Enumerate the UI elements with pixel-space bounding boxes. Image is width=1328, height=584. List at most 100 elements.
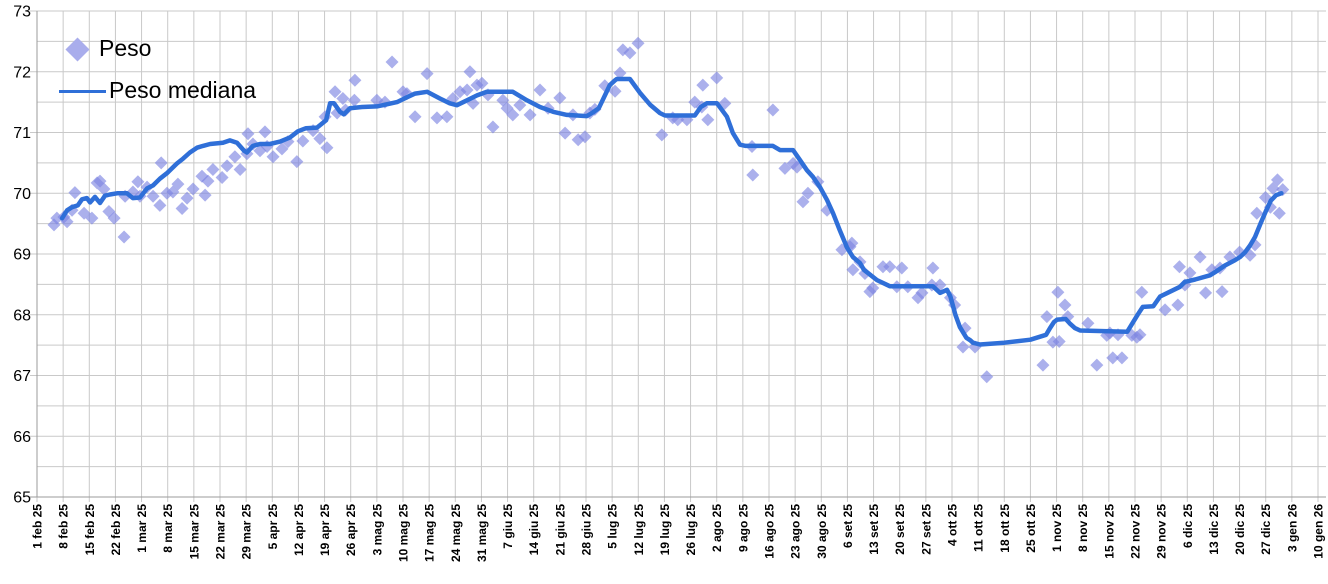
peso-data-point (460, 83, 474, 97)
peso-data-point (385, 55, 399, 69)
peso-data-point (241, 127, 255, 141)
peso-data-point (980, 370, 994, 384)
peso-data-point (846, 263, 860, 277)
peso-data-point (171, 177, 185, 191)
x-tick-label: 22 feb 25 (109, 504, 123, 556)
x-tick-label: 6 set 25 (841, 504, 855, 548)
peso-data-point (1272, 206, 1286, 220)
peso-data-point (463, 65, 477, 79)
x-tick-label: 7 giu 25 (501, 504, 515, 549)
peso-data-point (1133, 328, 1147, 342)
peso-data-point (347, 93, 361, 107)
x-tick-label: 22 nov 25 (1129, 504, 1143, 559)
peso-data-point (746, 168, 760, 182)
x-tick-label: 3 gen 26 (1285, 504, 1299, 552)
peso-data-point (1172, 260, 1186, 274)
peso-data-point (306, 124, 320, 138)
x-tick-label: 8 mar 25 (161, 504, 175, 553)
x-tick-label: 31 mag 25 (475, 504, 489, 562)
peso-data-point (558, 126, 572, 140)
x-tick-label: 10 mag 25 (397, 504, 411, 562)
peso-data-point (796, 195, 810, 209)
peso-data-point (486, 120, 500, 134)
peso-data-point (1183, 266, 1197, 280)
x-tick-label: 30 ago 25 (815, 504, 829, 559)
y-tick-label: 73 (13, 4, 31, 21)
peso-data-point (523, 108, 537, 122)
peso-data-point (348, 73, 362, 87)
peso-data-point (290, 155, 304, 169)
x-tick-label: 29 nov 25 (1155, 504, 1169, 559)
y-tick-label: 70 (13, 186, 31, 203)
peso-data-point (233, 163, 247, 177)
y-tick-label: 68 (13, 307, 31, 324)
peso-data-point (1158, 303, 1172, 317)
peso-data-point (608, 84, 622, 98)
peso-data-point (1081, 316, 1095, 330)
peso-data-point (876, 260, 890, 274)
peso-data-point (1115, 351, 1129, 365)
peso-data-point (613, 66, 627, 80)
x-tick-label: 1 feb 25 (31, 504, 45, 549)
peso-data-point (131, 175, 145, 189)
peso-data-point (266, 150, 280, 164)
x-tick-label: 6 dic 25 (1181, 504, 1195, 548)
x-tick-label: 23 ago 25 (789, 504, 803, 559)
peso-data-point (696, 78, 710, 92)
peso-data-point (926, 261, 940, 275)
x-tick-label: 8 feb 25 (57, 504, 71, 549)
peso-data-point (623, 46, 637, 60)
peso-data-point (328, 85, 342, 99)
peso-mediana-line (59, 76, 1284, 347)
x-tick-label: 8 nov 25 (1076, 504, 1090, 552)
peso-data-point (883, 260, 897, 274)
peso-data-point (475, 76, 489, 90)
y-tick-label: 72 (13, 64, 31, 81)
peso-data-point (275, 142, 289, 156)
peso-data-point (655, 128, 669, 142)
peso-data-point (420, 67, 434, 81)
peso-mediana-line-marker-icon (59, 90, 106, 93)
peso-data-point (153, 198, 167, 212)
x-tick-label: 25 ott 25 (1024, 504, 1038, 553)
x-tick-label: 26 lug 25 (684, 504, 698, 556)
x-tick-label: 5 apr 25 (266, 504, 280, 550)
x-tick-label: 9 ago 25 (736, 504, 750, 552)
x-tick-label: 21 giu 25 (553, 504, 567, 556)
peso-data-point (206, 163, 220, 177)
peso-data-point (1058, 298, 1072, 312)
x-tick-label: 26 apr 25 (344, 504, 358, 556)
x-tick-label: 17 mag 25 (423, 504, 437, 562)
x-tick-label: 13 dic 25 (1207, 504, 1221, 555)
x-tick-label: 28 giu 25 (580, 504, 594, 556)
x-tick-label: 11 ott 25 (972, 504, 986, 552)
peso-data-point (1199, 286, 1213, 300)
peso-data-point (1171, 298, 1185, 312)
peso-data-point (701, 113, 715, 127)
x-tick-label: 18 ott 25 (998, 504, 1012, 553)
y-tick-label: 71 (13, 125, 31, 142)
peso-data-point (1052, 334, 1066, 348)
peso-data-point (180, 191, 194, 205)
peso-data-point (1106, 351, 1120, 365)
peso-data-point (440, 110, 454, 124)
peso-data-point (97, 182, 111, 196)
x-tick-label: 19 apr 25 (318, 504, 332, 556)
x-tick-label: 12 lug 25 (632, 504, 646, 556)
x-tick-label: 29 mar 25 (240, 504, 254, 560)
peso-data-point (1193, 250, 1207, 264)
x-tick-label: 24 mag 25 (449, 504, 463, 562)
x-tick-label: 10 gen 26 (1312, 504, 1326, 559)
x-tick-label: 15 feb 25 (83, 504, 97, 556)
peso-data-point (85, 211, 99, 225)
peso-data-point (513, 98, 527, 112)
x-tick-label: 20 dic 25 (1233, 504, 1247, 555)
peso-data-point (766, 103, 780, 117)
x-tick-label: 16 ago 25 (763, 504, 777, 559)
x-tick-label: 3 mag 25 (370, 504, 384, 556)
y-tick-label: 67 (13, 368, 31, 385)
x-tick-label: 4 ott 25 (946, 504, 960, 546)
peso-data-point (553, 91, 567, 105)
x-tick-label: 1 nov 25 (1050, 504, 1064, 552)
